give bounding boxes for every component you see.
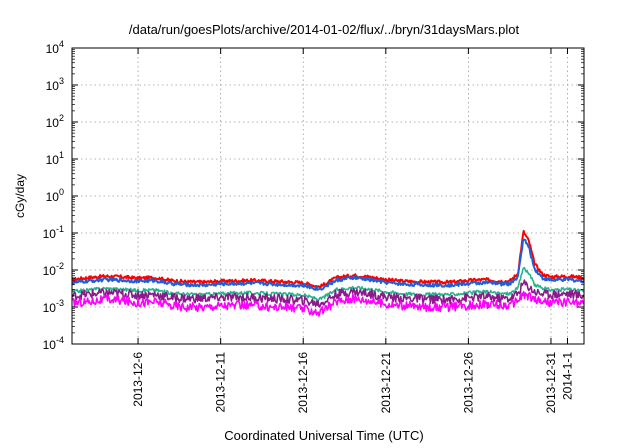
y-tick-label: 10-1 <box>43 224 64 241</box>
y-tick-label: 101 <box>46 150 64 167</box>
y-tick-label: 104 <box>46 39 64 56</box>
y-tick-label: 102 <box>46 113 64 130</box>
series-line <box>71 238 585 291</box>
series-group <box>71 229 585 317</box>
y-axis: 10-4 10-3 10-2 10-1 100 101 102 103 104 <box>43 39 584 352</box>
x-tick-label: 2013-12-31 <box>544 352 558 414</box>
y-tick-label: 10-3 <box>43 298 64 315</box>
y-tick-label: 100 <box>46 187 64 204</box>
x-tick-label: 2013-12-6 <box>131 352 145 407</box>
x-tick-label: 2013-12-11 <box>214 352 228 413</box>
y-tick-label: 103 <box>46 76 64 93</box>
series-line <box>71 279 585 308</box>
x-tick-label: 2013-12-21 <box>379 352 393 414</box>
y-tick-label: 10-2 <box>43 261 64 278</box>
x-tick-label: 2013-12-16 <box>296 352 310 414</box>
series-line <box>71 290 585 317</box>
series-line <box>71 266 585 302</box>
chart-title: /data/run/goesPlots/archive/2014-01-02/f… <box>129 22 520 37</box>
x-tick-label: 2013-12-26 <box>461 352 475 414</box>
x-axis-label: Coordinated Universal Time (UTC) <box>224 428 423 443</box>
y-tick-label: 10-4 <box>43 335 64 352</box>
y-axis-label: cGy/day <box>13 174 27 218</box>
x-tick-label: 2014-1-1 <box>560 352 574 400</box>
x-axis: 2013-12-6 2013-12-11 2013-12-16 2013-12-21 2… <box>131 48 574 413</box>
